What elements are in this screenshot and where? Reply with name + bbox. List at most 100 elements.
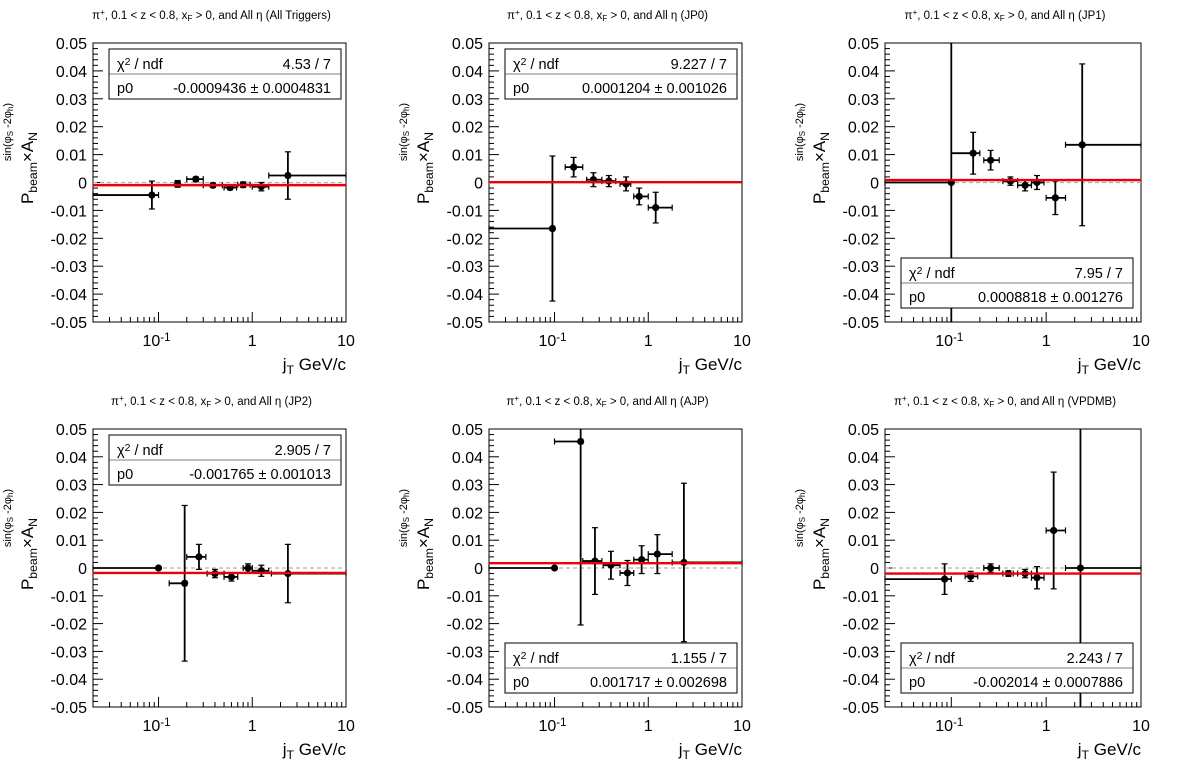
text-piece: / ndf: [526, 651, 559, 667]
text-piece: +: [912, 8, 917, 17]
data-point: [1030, 174, 1045, 191]
y-tick-label: -0.04: [447, 672, 484, 689]
text-piece: χ: [909, 651, 917, 667]
y-tick-label: -0.01: [51, 203, 88, 220]
text-piece: S: [402, 131, 411, 136]
text-piece: -0.01: [447, 589, 484, 606]
text-piece: > 0, and All η (All Triggers): [192, 10, 331, 22]
text-piece: 2: [125, 57, 131, 68]
data-series: [92, 504, 347, 662]
x-axis: 10-1 1 10: [488, 312, 751, 350]
y-tick-label: 0.03: [452, 478, 483, 495]
text-piece: 0: [78, 176, 87, 193]
x-axis: 10-1 1 10: [884, 312, 1150, 350]
data-point: [619, 176, 632, 192]
text-piece: 0.01: [452, 533, 483, 550]
text-piece: 0: [78, 561, 87, 578]
y-tick-label: 0.02: [848, 120, 879, 137]
text-piece: 0.05: [848, 422, 879, 439]
text-piece: 0.05: [56, 36, 87, 53]
y-tick-label: -0.03: [51, 644, 88, 661]
text-piece: h: [402, 493, 411, 497]
data-series: [92, 151, 347, 210]
text-piece: T: [683, 363, 691, 377]
y-tick-label: 0.03: [848, 92, 879, 109]
text-piece: S: [798, 517, 807, 522]
stats-box: χ2 / ndf 7.95 / 7 p0 0.0008818 ± 0.001276: [900, 257, 1134, 309]
y-tick-label: 0: [870, 561, 879, 578]
text-piece: P: [810, 579, 829, 590]
stats-p0-value: -0.002014 ± 0.0007886: [973, 675, 1123, 691]
y-axis-superscript: sin(φS -2φh): [2, 103, 15, 161]
x-tick-label: 1: [1042, 333, 1051, 350]
text-piece: χ: [513, 651, 521, 667]
text-piece: ×A: [810, 140, 829, 162]
text-piece: F: [989, 400, 994, 409]
stats-box: χ2 / ndf 4.53 / 7 p0 -0.0009436 ± 0.0004831: [108, 48, 342, 100]
data-point: [174, 179, 182, 188]
x-tick-label: 10-1: [142, 717, 170, 735]
x-axis-title: jT GeV/c: [1077, 740, 1142, 762]
y-tick-label: -0.04: [447, 287, 484, 304]
text-piece: ): [2, 103, 14, 107]
text-piece: -0.02: [843, 617, 880, 634]
x-axis-title: jT GeV/c: [282, 740, 347, 762]
chart-title: π+, 0.1 < z < 0.8, xF > 0, and All η (JP…: [111, 394, 312, 409]
y-tick-label: 0.02: [848, 505, 879, 522]
stats-p0-value: 0.001717 ± 0.002698: [590, 675, 727, 691]
stats-p0-value: -0.001765 ± 0.001013: [189, 467, 331, 483]
text-piece: beam: [818, 162, 832, 193]
data-series: [488, 155, 673, 302]
text-piece: GeV/c: [1089, 355, 1141, 374]
y-tick-label: -0.01: [843, 203, 880, 220]
y-axis-superscript: sin(φS -2φh): [398, 103, 411, 161]
y-axis: 0.05 0.04 0.03 0.02 0.01 0 -0.01 -0.02 -0.03 -0.0…: [447, 422, 499, 717]
y-axis-title: Pbeam×AN: [18, 518, 40, 590]
text-piece: 0: [870, 561, 879, 578]
text-piece: > 0, and All η (VPDMB): [994, 396, 1116, 408]
text-piece: sin(φ: [794, 136, 806, 161]
data-series: [488, 429, 743, 643]
data-point: [582, 527, 603, 596]
text-piece: 0.04: [848, 450, 879, 467]
y-tick-label: 0.03: [848, 478, 879, 495]
text-piece: 1: [248, 718, 257, 735]
stats-p0-label: p0: [909, 675, 925, 691]
data-point: [92, 564, 163, 572]
text-piece: 0.03: [452, 478, 483, 495]
text-piece: P: [18, 579, 37, 590]
text-piece: j: [678, 355, 683, 374]
y-tick-label: -0.02: [843, 617, 880, 634]
data-marker: [548, 224, 557, 233]
data-marker: [570, 163, 578, 171]
data-marker: [550, 564, 559, 572]
y-tick-label: 0.01: [452, 533, 483, 550]
text-piece: beam: [422, 548, 436, 579]
stats-chi2-label: χ2 / ndf: [909, 266, 956, 283]
text-piece: 0.04: [56, 64, 87, 81]
stats-chi2-value: 7.95 / 7: [1075, 266, 1123, 282]
text-piece: -0.05: [51, 700, 88, 717]
text-piece: -0.01: [447, 203, 484, 220]
text-piece: -0.02: [447, 617, 484, 634]
text-piece: 1: [1042, 333, 1051, 350]
chart-panel-3: π+, 0.1 < z < 0.8, xF > 0, and All η (JP…: [794, 8, 1150, 376]
stats-chi2-label: χ2 / ndf: [117, 443, 164, 460]
stats-p0-label: p0: [117, 81, 133, 97]
text-piece: ×A: [18, 140, 37, 162]
text-piece: F: [602, 14, 607, 23]
text-piece: 10: [935, 718, 953, 735]
stats-chi2-value: 9.227 / 7: [671, 57, 727, 73]
text-piece: +: [515, 8, 520, 17]
text-piece: -0.01: [843, 203, 880, 220]
data-point: [1030, 566, 1045, 590]
text-piece: 1.155 / 7: [671, 651, 727, 667]
text-piece: -0.05: [447, 700, 484, 717]
text-piece: -0.03: [51, 259, 88, 276]
y-tick-label: 0: [474, 176, 483, 193]
text-piece: ×A: [414, 526, 433, 548]
